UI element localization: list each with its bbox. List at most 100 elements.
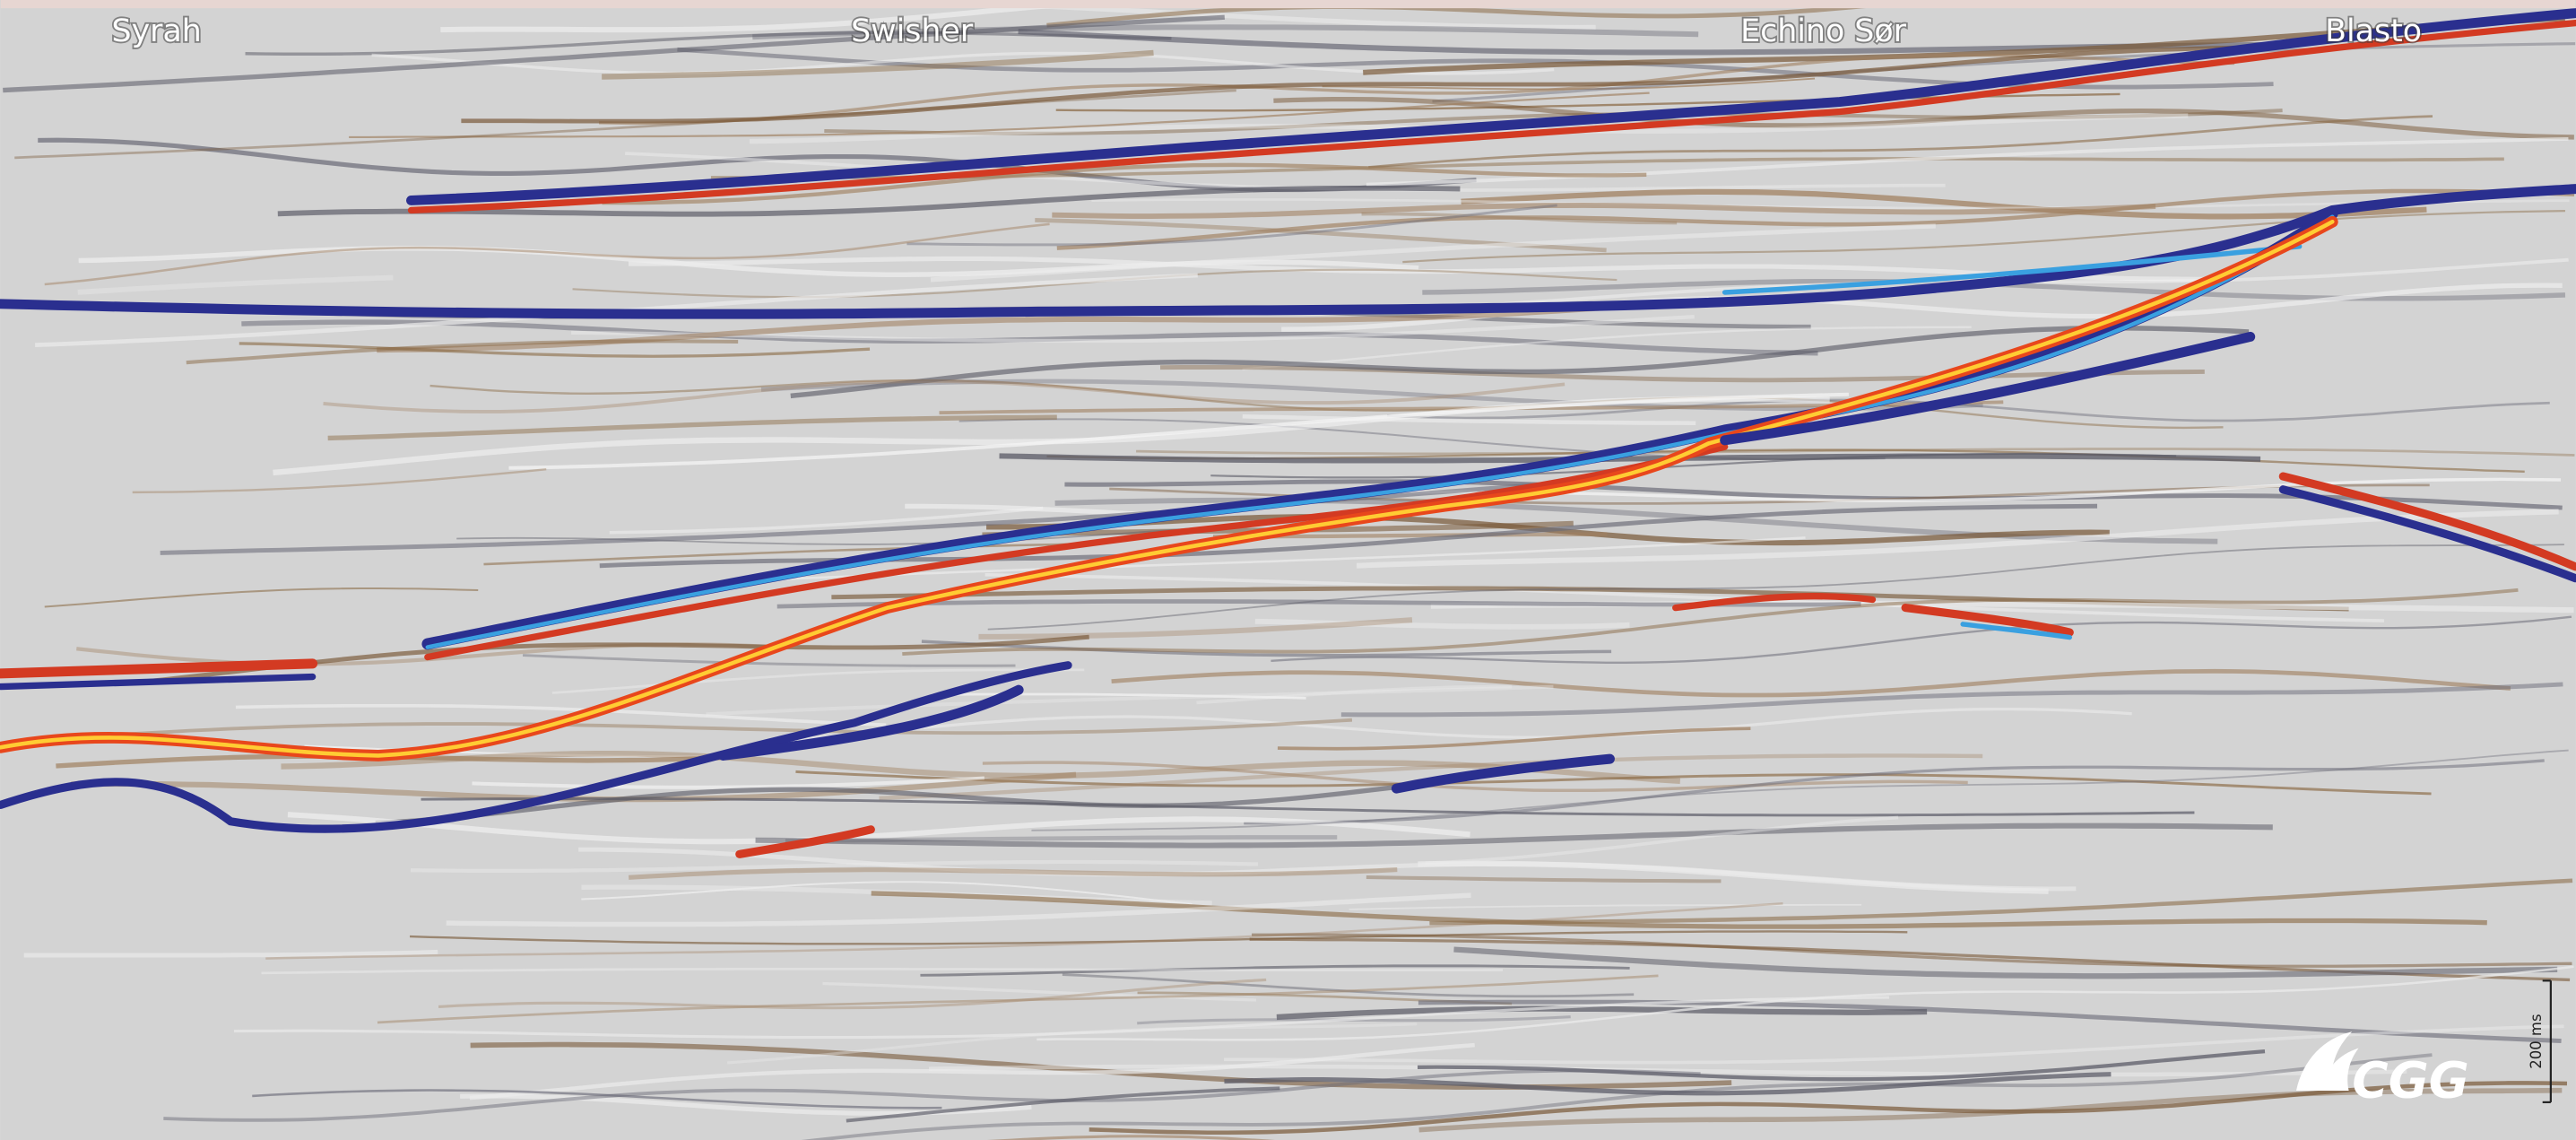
reflector	[327, 414, 1057, 441]
horizon	[1672, 593, 1877, 612]
reflector	[1429, 878, 2573, 926]
reflector	[1089, 1081, 2568, 1136]
reflector	[1252, 933, 2572, 968]
reflector	[51, 718, 1353, 741]
reflector	[1196, 684, 1513, 705]
reflector	[1418, 1087, 2563, 1133]
reflector	[1402, 210, 2565, 264]
reflector	[902, 587, 2519, 657]
reflector	[571, 314, 1695, 344]
horizons	[0, 8, 2576, 858]
reflector	[1111, 668, 2511, 698]
reflector	[410, 859, 1259, 873]
horizon	[407, 19, 2576, 214]
reflector	[879, 753, 1983, 801]
horizon	[2278, 472, 2576, 571]
reflector	[999, 453, 2261, 464]
reflector	[469, 1042, 1475, 1101]
reflector	[1366, 875, 1722, 883]
reflector	[982, 761, 1968, 793]
logo-text: CGG	[2352, 1051, 2469, 1109]
horizon	[1391, 753, 1615, 794]
reflector	[1062, 973, 1635, 998]
reflector	[440, 0, 1160, 33]
reflector	[1277, 727, 1751, 751]
reflector	[1271, 615, 2572, 664]
reflector	[987, 544, 2564, 631]
reflector	[846, 1086, 1280, 1123]
reflector	[760, 536, 1806, 582]
reflector	[1453, 946, 2558, 979]
reflector	[795, 770, 2432, 796]
reflector	[790, 325, 2250, 399]
reflector	[1368, 115, 2433, 169]
well-label: Syrah	[111, 13, 201, 49]
reflector	[1224, 1024, 2564, 1065]
reflector	[822, 981, 1257, 1002]
reflector	[1418, 999, 2562, 1044]
reflector	[277, 185, 1461, 217]
reflector	[77, 274, 394, 295]
logo-mark	[2295, 1031, 2353, 1092]
reflector	[239, 342, 871, 358]
horizon	[421, 207, 2338, 650]
reflector	[1056, 188, 2575, 250]
reflector	[261, 967, 1504, 975]
reflector	[602, 49, 1154, 80]
reflector	[273, 396, 1830, 476]
reflector	[23, 949, 438, 958]
reflector	[609, 506, 1044, 535]
reflector	[186, 339, 739, 365]
reflector	[44, 222, 1050, 286]
top-strip	[0, 0, 2576, 9]
reflector	[1210, 452, 2177, 479]
reflector	[163, 1068, 1701, 1122]
reflector	[871, 891, 2487, 929]
reflector	[375, 782, 1420, 826]
well-label: Swisher	[851, 13, 974, 49]
scale-label: 200 ms	[2528, 1014, 2545, 1068]
reflector	[1340, 682, 2563, 718]
reflector	[44, 587, 479, 608]
reflector	[1254, 618, 1630, 630]
reflector	[265, 901, 1783, 960]
reflector	[602, 162, 1647, 205]
reflector	[446, 892, 1471, 927]
reflector	[1031, 749, 2569, 831]
reflector	[1244, 759, 2545, 825]
reflector	[824, 109, 2283, 135]
reflector	[984, 572, 2384, 622]
horizon	[425, 214, 2335, 649]
reflector	[1432, 42, 2576, 103]
reflector	[1273, 96, 2574, 140]
horizon	[0, 658, 318, 679]
reflector	[1276, 1005, 1928, 1021]
reflector	[410, 930, 1908, 945]
reflector	[1417, 1049, 2266, 1082]
reflector	[438, 978, 1267, 1010]
logo: CGG	[2295, 1031, 2469, 1109]
horizon	[0, 661, 1072, 833]
well-label: Blasto	[2325, 13, 2422, 49]
reflector	[1425, 815, 1899, 866]
reflector	[323, 379, 1566, 413]
reflector	[755, 822, 2273, 848]
reflector	[928, 1064, 2407, 1077]
reflector	[920, 964, 1630, 977]
horizon	[1901, 604, 2074, 637]
reflector	[304, 744, 699, 758]
reflector	[1224, 1072, 2112, 1096]
reflector	[132, 468, 547, 494]
horizon	[0, 673, 317, 691]
reflector	[932, 692, 1306, 700]
well-label: Echino Sør	[1740, 13, 1907, 49]
reflector	[760, 379, 1983, 412]
reflector	[1461, 188, 2427, 220]
reflector	[978, 617, 1413, 640]
reflector	[629, 866, 1398, 880]
reflector	[581, 881, 1193, 906]
reflector	[483, 542, 1095, 566]
reflector	[1242, 413, 1696, 426]
reflector	[252, 1089, 942, 1110]
